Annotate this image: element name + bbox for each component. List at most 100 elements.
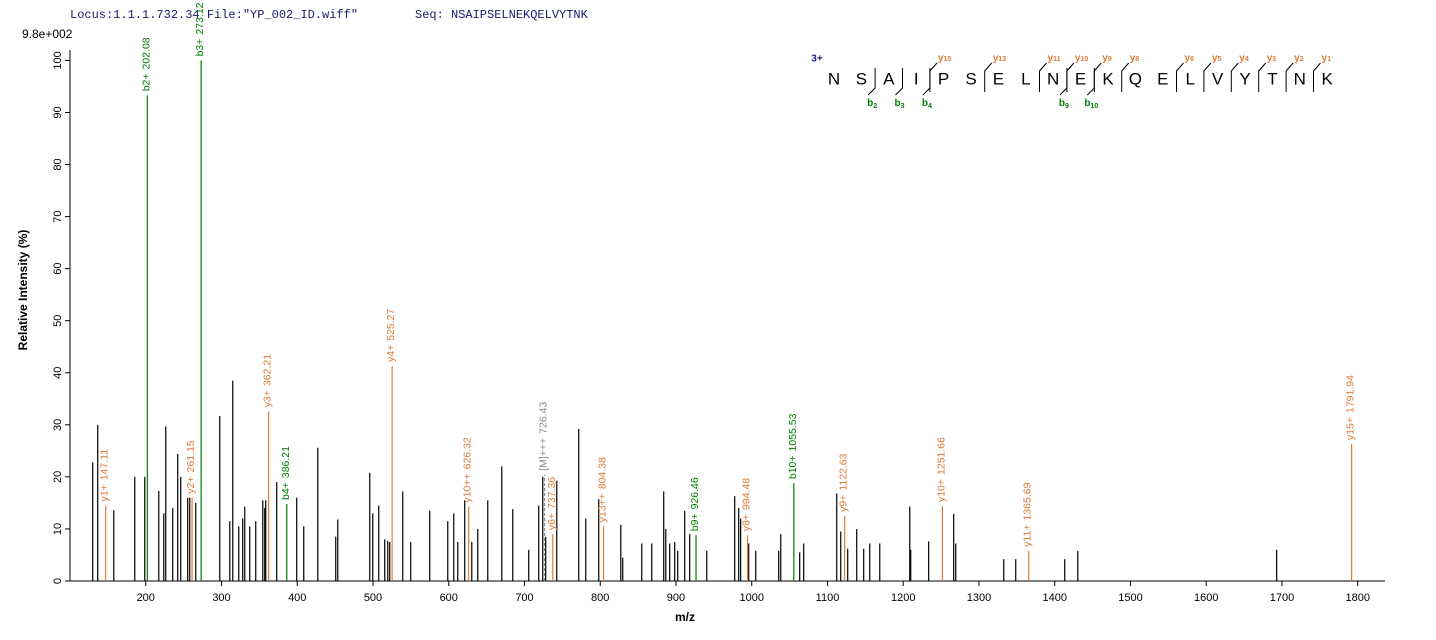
ion-name: b2+ bbox=[140, 73, 152, 91]
ion-name: y2+ bbox=[185, 476, 197, 493]
sequence-header: Seq: NSAIPSELNEKQELVYTNK bbox=[415, 8, 589, 22]
ion-name: [M]+++ bbox=[537, 438, 549, 471]
ion-name: y8+ bbox=[740, 514, 752, 531]
b-label: b10 bbox=[1084, 98, 1098, 110]
peak-label: y10+ 1251.66 bbox=[935, 437, 947, 502]
x-tick-label: 600 bbox=[440, 592, 458, 604]
b-marker bbox=[1059, 68, 1068, 96]
y-index: 13 bbox=[998, 56, 1006, 63]
residue: A bbox=[883, 69, 895, 88]
y-index: 10 bbox=[1080, 56, 1088, 63]
b-index: 10 bbox=[1090, 103, 1098, 110]
x-axis-title: m/z bbox=[675, 610, 695, 624]
y-letter: y bbox=[938, 53, 944, 64]
y-tick-label: 40 bbox=[52, 367, 64, 379]
ion-mz: 1055.53 bbox=[787, 413, 799, 451]
x-tick-label: 800 bbox=[591, 592, 609, 604]
y-letter: y bbox=[1239, 53, 1245, 64]
y-marker bbox=[1121, 62, 1130, 92]
y-marker bbox=[1066, 62, 1075, 92]
y-label: y10 bbox=[1075, 53, 1088, 64]
x-tick-label: 1800 bbox=[1345, 592, 1369, 604]
y-index: 11 bbox=[1053, 56, 1061, 63]
y-marker bbox=[1258, 62, 1267, 92]
y-label: y4 bbox=[1239, 53, 1249, 64]
y-label: y5 bbox=[1212, 53, 1222, 64]
peak-label: [M]+++ 726.43 bbox=[537, 402, 549, 471]
peak-label: b9+ 926.46 bbox=[689, 477, 701, 531]
x-tick-label: 1500 bbox=[1118, 592, 1142, 604]
y-tick-label: 20 bbox=[52, 471, 64, 483]
y-label: y11 bbox=[1048, 53, 1061, 64]
ion-mz: 804.38 bbox=[596, 457, 608, 489]
x-tick-label: 1200 bbox=[891, 592, 915, 604]
y-index: 3 bbox=[1272, 56, 1276, 63]
x-tick-label: 1600 bbox=[1194, 592, 1218, 604]
y-tick-label: 10 bbox=[52, 523, 64, 535]
ion-mz: 273.12 bbox=[194, 2, 206, 34]
peak-label: y1+ 147.11 bbox=[98, 449, 110, 502]
y-letter: y bbox=[1322, 53, 1328, 64]
x-tick-label: 400 bbox=[288, 592, 306, 604]
residue: K bbox=[1322, 69, 1334, 88]
residue: S bbox=[856, 69, 867, 88]
residue: L bbox=[1021, 69, 1030, 88]
ion-mz: 362.21 bbox=[261, 354, 273, 386]
b-index: 9 bbox=[1065, 103, 1069, 110]
x-tick-label: 1000 bbox=[739, 592, 763, 604]
y-index: 8 bbox=[1135, 56, 1139, 63]
peak-label: y13++ 804.38 bbox=[596, 457, 608, 522]
b-marker bbox=[922, 68, 931, 96]
y-marker bbox=[1285, 62, 1294, 92]
y-index: 15 bbox=[943, 56, 951, 63]
ion-name: b10+ bbox=[787, 455, 799, 479]
ion-mz: 261.15 bbox=[185, 440, 197, 472]
peak-label: y2+ 261.15 bbox=[185, 440, 197, 494]
residue: I bbox=[914, 69, 919, 88]
y-letter: y bbox=[1212, 53, 1218, 64]
peak-label: y6+ 737.36 bbox=[546, 477, 558, 531]
peak-label: y11+ 1365.69 bbox=[1022, 482, 1034, 546]
locus: Locus:1.1.1.732.34 File:"YP_002_ID.wiff" bbox=[70, 8, 358, 22]
y-tick-label: 0 bbox=[52, 578, 64, 584]
ion-name: y4+ bbox=[385, 345, 397, 362]
y-letter: y bbox=[993, 53, 999, 64]
peak-label: y3+ 362.21 bbox=[261, 354, 273, 408]
y-marker bbox=[1203, 62, 1212, 92]
residue: P bbox=[938, 69, 949, 88]
ion-name: b4+ bbox=[280, 482, 292, 500]
y-index: 6 bbox=[1190, 56, 1194, 63]
y-index: 1 bbox=[1327, 56, 1331, 63]
ion-name: y11+ bbox=[1022, 525, 1034, 547]
residue: N bbox=[1047, 69, 1059, 88]
y-marker bbox=[1176, 62, 1184, 92]
y-tick-label: 50 bbox=[52, 315, 64, 327]
ion-mz: 1791.94 bbox=[1344, 375, 1356, 413]
y-letter: y bbox=[1075, 53, 1081, 64]
y-label: y13 bbox=[993, 53, 1006, 64]
y-marker bbox=[1093, 62, 1102, 92]
ion-name: y13++ bbox=[596, 493, 608, 522]
y-marker bbox=[1230, 62, 1239, 92]
ion-mz: 1365.69 bbox=[1022, 482, 1034, 520]
residue: L bbox=[1185, 69, 1194, 88]
y-marker bbox=[984, 62, 993, 92]
residue: E bbox=[1075, 69, 1086, 88]
b-marker bbox=[895, 68, 903, 96]
peak-label: y8+ 994.48 bbox=[740, 478, 752, 532]
y-marker bbox=[1039, 62, 1047, 92]
y-index: 5 bbox=[1217, 56, 1221, 63]
y-letter: y bbox=[1267, 53, 1273, 64]
y-label: y8 bbox=[1130, 53, 1140, 64]
y-label: y6 bbox=[1185, 53, 1195, 64]
b-index: 3 bbox=[901, 103, 905, 110]
y-tick-label: 30 bbox=[52, 419, 64, 431]
x-tick-label: 1700 bbox=[1270, 592, 1294, 604]
y-tick-label: 70 bbox=[52, 210, 64, 222]
y-index: 4 bbox=[1245, 56, 1249, 63]
b-letter: b bbox=[867, 98, 873, 109]
x-tick-label: 1100 bbox=[816, 592, 840, 604]
x-tick-label: 200 bbox=[137, 592, 155, 604]
y-marker bbox=[1313, 62, 1321, 92]
